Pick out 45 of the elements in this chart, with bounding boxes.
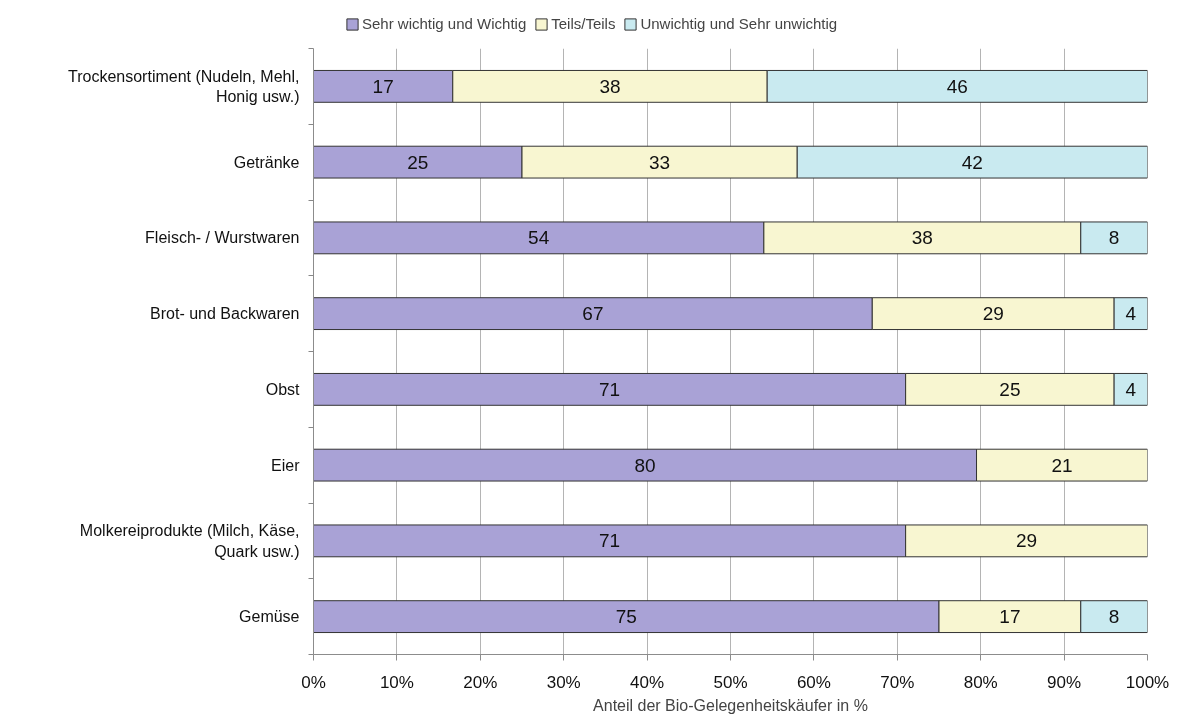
x-tick-label: 10% (379, 672, 414, 692)
y-tick-label: Obst (265, 380, 301, 398)
data-label: 38 (911, 227, 933, 249)
x-tick-label: 40% (630, 672, 665, 692)
data-label: 80 (634, 454, 656, 476)
data-label: 71 (599, 378, 621, 400)
data-label: 71 (599, 530, 621, 552)
x-tick-label: 100% (1125, 672, 1170, 692)
x-tick-label: 50% (713, 672, 748, 692)
y-tick-label: Molkereiprodukte (Milch, Käse, Quark usw.) (79, 522, 300, 560)
data-label: 21 (1051, 454, 1073, 476)
y-tick-label: Eier (271, 456, 301, 474)
x-tick-label: 60% (796, 672, 831, 692)
data-label: 38 (599, 75, 621, 97)
data-label: 75 (615, 606, 637, 628)
y-tick-label: Brot- und Backwaren (150, 305, 300, 323)
data-label: 8 (1108, 227, 1120, 249)
legend-label: Teils/Teils (551, 15, 616, 32)
data-label: 4 (1125, 303, 1137, 325)
data-label: 54 (528, 227, 550, 249)
y-tick-label: Fleisch- / Wurstwaren (145, 229, 300, 247)
x-tick-label: 30% (546, 672, 581, 692)
y-tick-label: Gemüse (239, 608, 300, 626)
x-tick-label: 70% (880, 672, 915, 692)
data-label: 46 (946, 75, 968, 97)
data-label: 17 (999, 606, 1021, 628)
data-label: 42 (961, 151, 983, 173)
y-tick-label: Getränke (233, 153, 300, 171)
data-label: 25 (407, 151, 429, 173)
data-label: 33 (649, 151, 671, 173)
x-tick-label: 0% (301, 672, 326, 692)
x-tick-label: 20% (463, 672, 498, 692)
data-label: 25 (999, 378, 1021, 400)
data-label: 8 (1108, 606, 1120, 628)
data-label: 4 (1125, 378, 1137, 400)
data-label: 29 (1016, 530, 1038, 552)
data-label: 17 (372, 75, 394, 97)
legend-label: Sehr wichtig und Wichtig (362, 15, 527, 32)
y-tick-label: Trockensortiment (Nudeln, Mehl, Honig usw.) (68, 67, 300, 106)
x-tick-label: 80% (963, 672, 998, 692)
legend-label: Unwichtig und Sehr unwichtig (640, 15, 838, 32)
x-tick-label: 90% (1047, 672, 1082, 692)
data-label: 67 (582, 303, 604, 325)
x-axis-title: Anteil der Bio-Gelegenheitskäufer in % (593, 696, 868, 714)
data-label: 29 (982, 303, 1004, 325)
